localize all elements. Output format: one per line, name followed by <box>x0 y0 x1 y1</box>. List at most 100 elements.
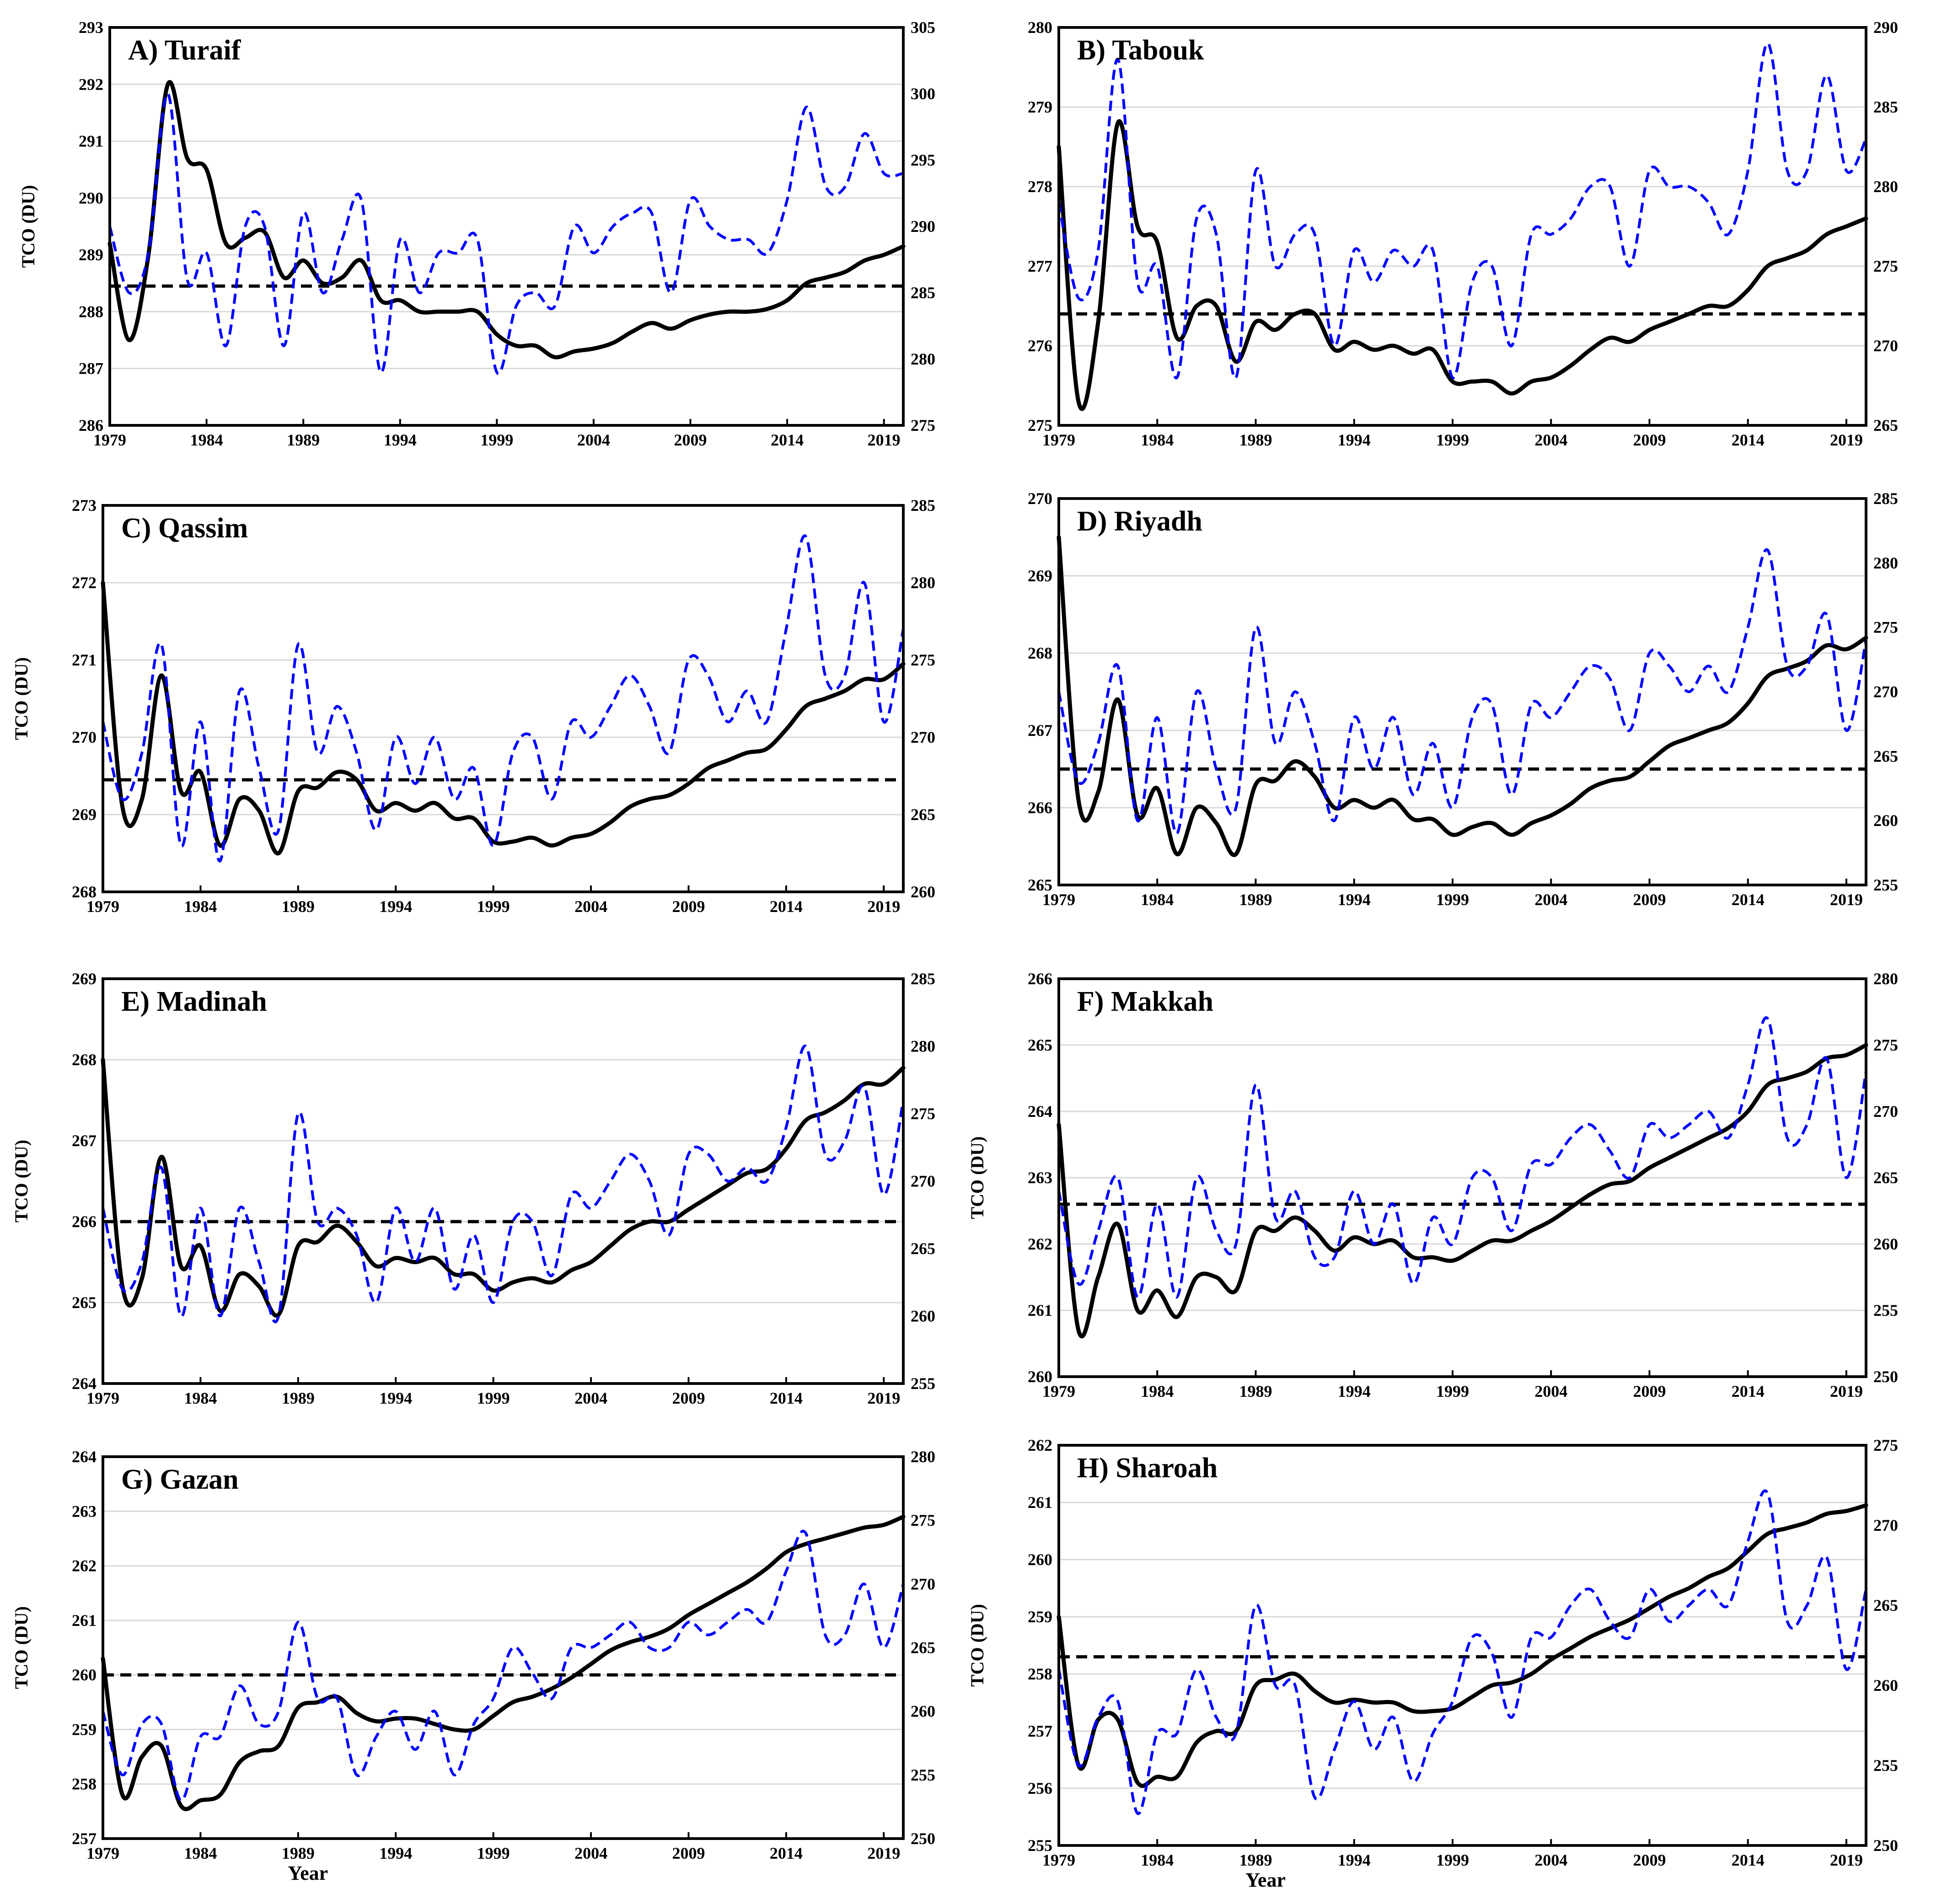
y-tick-label: 277 <box>1028 257 1052 275</box>
y-axis-label: TCO (DU) <box>11 1606 32 1689</box>
y-tick-label: 269 <box>1028 567 1052 585</box>
y2-tick-label: 280 <box>911 350 935 368</box>
y2-tick-label: 280 <box>1873 177 1898 196</box>
x-tick-label: 1984 <box>184 1844 217 1862</box>
y-tick-label: 258 <box>72 1775 97 1793</box>
x-tick-label: 2014 <box>1732 890 1765 909</box>
x-tick-label: 2019 <box>1830 1851 1863 1869</box>
x-tick-label: 1979 <box>1042 890 1075 909</box>
y-tick-label: 259 <box>72 1720 97 1738</box>
y-tick-label: 264 <box>72 1448 97 1466</box>
y2-tick-label: 290 <box>911 217 935 236</box>
y-tick-label: 264 <box>72 1374 97 1393</box>
y-tick-label: 279 <box>1028 98 1052 116</box>
x-tick-label: 1979 <box>1042 1382 1075 1400</box>
annual-series-line <box>102 1529 905 1802</box>
y2-tick-label: 255 <box>1873 876 1898 894</box>
x-tick-label: 1979 <box>86 1389 119 1407</box>
y-tick-label: 262 <box>72 1557 97 1575</box>
panel-f: 260 261 262 263 264 265 266 250 255 260 265 270 275 2… <box>967 970 1898 1400</box>
x-tick-label: 1994 <box>379 1389 412 1407</box>
x-tick-label: 1994 <box>379 1844 412 1862</box>
trend-series-line <box>101 580 906 856</box>
y2-tick-label: 270 <box>1873 683 1898 701</box>
trend-series-line <box>1057 1043 1868 1339</box>
y2-tick-label: 260 <box>1873 1676 1898 1695</box>
panel-title: E) Madinah <box>121 986 267 1017</box>
y2-tick-label: 270 <box>1873 337 1898 355</box>
y-tick-label: 256 <box>1028 1779 1052 1797</box>
x-tick-label: 2009 <box>672 1844 705 1862</box>
x-tick-label: 1999 <box>1436 890 1469 909</box>
y-tick-label: 288 <box>79 302 103 321</box>
y-tick-label: 289 <box>79 246 103 264</box>
y2-tick-label: 265 <box>911 1239 935 1258</box>
x-tick-label: 2019 <box>867 897 900 916</box>
y2-tick-label: 285 <box>911 496 935 515</box>
plot-frame <box>108 26 905 427</box>
y2-tick-label: 260 <box>1873 1235 1898 1253</box>
panel-a: 286 287 288 289 290 291 292 293 275 280 285 290 295 3… <box>18 18 935 449</box>
y-tick-label: 293 <box>79 18 103 37</box>
y-tick-label: 255 <box>1028 1836 1052 1855</box>
y-tick-label: 260 <box>1028 1550 1052 1569</box>
y-tick-label: 265 <box>1028 876 1052 894</box>
x-tick-label: 2014 <box>770 1389 803 1407</box>
x-tick-label: 1979 <box>86 1844 119 1862</box>
x-tick-label: 1989 <box>1239 1851 1272 1869</box>
y2-tick-label: 275 <box>911 416 935 434</box>
y-tick-label: 260 <box>72 1666 97 1684</box>
y2-tick-label: 275 <box>911 1511 935 1529</box>
x-tick-label: 1979 <box>86 897 119 916</box>
x-tick-label: 1999 <box>1436 431 1469 449</box>
y2-tick-label: 290 <box>1873 18 1898 37</box>
x-tick-label: 1979 <box>1042 431 1075 449</box>
x-tick-label: 1999 <box>1436 1851 1469 1869</box>
x-tick-label: 2009 <box>1633 1851 1666 1869</box>
y2-tick-label: 260 <box>911 883 935 901</box>
y-tick-label: 267 <box>72 1132 97 1150</box>
y-tick-label: 271 <box>72 651 97 669</box>
x-tick-label: 1979 <box>93 431 126 449</box>
x-tick-label: 2009 <box>1633 1382 1666 1400</box>
x-tick-label: 2014 <box>1732 1851 1765 1869</box>
y2-tick-label: 250 <box>911 1829 935 1848</box>
y2-tick-label: 280 <box>911 574 935 592</box>
x-axis-label: Year <box>288 1862 328 1884</box>
x-tick-label: 2014 <box>1732 431 1765 449</box>
trend-series-line <box>101 1057 906 1318</box>
x-tick-label: 2004 <box>577 431 610 449</box>
x-tick-label: 1989 <box>282 897 315 916</box>
x-tick-label: 1994 <box>1338 431 1371 449</box>
x-tick-label: 2009 <box>672 1389 705 1407</box>
x-tick-label: 1989 <box>1239 431 1272 449</box>
y-tick-label: 268 <box>1028 644 1052 662</box>
x-tick-label: 1984 <box>1141 890 1174 909</box>
plot-frame <box>102 977 905 1385</box>
y2-tick-label: 265 <box>1873 747 1898 765</box>
y-tick-label: 270 <box>72 728 97 746</box>
panel-title: F) Makkah <box>1077 986 1213 1017</box>
x-tick-label: 1984 <box>184 1389 217 1407</box>
y2-tick-label: 285 <box>1873 98 1898 116</box>
panel-g: 257 258 259 260 261 262 263 264 250 255 260 265 270 2… <box>11 1448 935 1884</box>
panel-c: 268 269 270 271 272 273 260 265 270 275 280 285 1979… <box>11 496 935 916</box>
y2-tick-label: 255 <box>911 1766 935 1784</box>
x-tick-label: 2004 <box>574 1389 607 1407</box>
y2-tick-label: 285 <box>911 284 935 302</box>
plot-frame <box>1057 1444 1867 1847</box>
x-tick-label: 2014 <box>770 1844 803 1862</box>
x-tick-label: 2019 <box>1830 431 1863 449</box>
x-tick-label: 2009 <box>672 897 705 916</box>
y-tick-label: 265 <box>72 1293 97 1312</box>
x-tick-label: 2014 <box>771 431 804 449</box>
y-tick-label: 266 <box>1028 799 1052 817</box>
y2-tick-label: 275 <box>1873 1036 1898 1054</box>
y2-tick-label: 275 <box>911 1105 935 1123</box>
panel-e: 264 265 266 267 268 269 255 260 265 270 275 280 285 1… <box>11 970 935 1407</box>
y-tick-label: 262 <box>1028 1235 1052 1253</box>
x-tick-label: 2004 <box>1534 1851 1567 1869</box>
y-tick-label: 267 <box>1028 721 1052 740</box>
y-tick-label: 266 <box>72 1212 97 1231</box>
x-tick-label: 2019 <box>1830 1382 1863 1400</box>
